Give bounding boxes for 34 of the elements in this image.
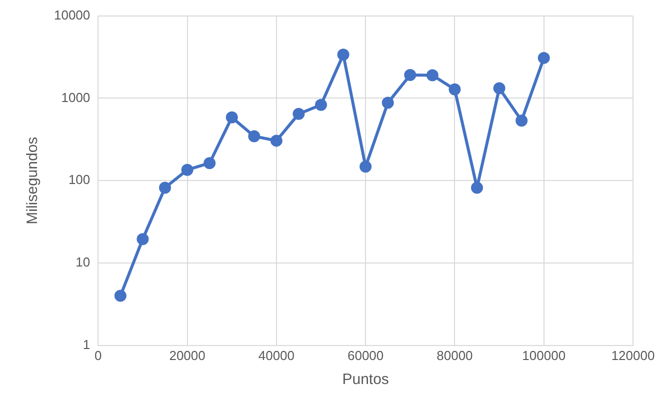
x-tick-label: 120000 [611,348,655,363]
point [538,52,550,64]
point [471,182,483,194]
y-tick-label: 100 [68,172,90,188]
x-tick-label: 80000 [436,348,473,363]
point [315,98,328,111]
y-axis-title: Milisegundos [24,136,42,224]
point [136,233,149,246]
x-tick-label: 0 [94,348,102,363]
point [248,130,260,142]
x-tick-label: 40000 [258,348,295,363]
y-tick-label: 1000 [61,90,90,105]
point [204,157,216,170]
point [114,290,126,302]
x-tick-label: 20000 [169,348,206,363]
x-tick-label: 60000 [347,348,384,363]
point [226,111,238,124]
point [181,164,194,176]
point [404,69,416,82]
point [270,134,282,147]
point [493,82,506,94]
y-tick-label: 10000 [54,7,90,22]
point [382,96,394,109]
x-tick-label: 100000 [522,348,566,363]
point [516,114,528,127]
point [426,69,438,82]
y-tick-label: 1 [82,336,90,352]
point [292,108,305,120]
point [337,48,350,61]
point [360,160,372,173]
x-axis-title: Puntos [342,371,389,388]
point [448,83,461,96]
y-tick-label: 10 [76,254,90,270]
point [159,182,172,194]
